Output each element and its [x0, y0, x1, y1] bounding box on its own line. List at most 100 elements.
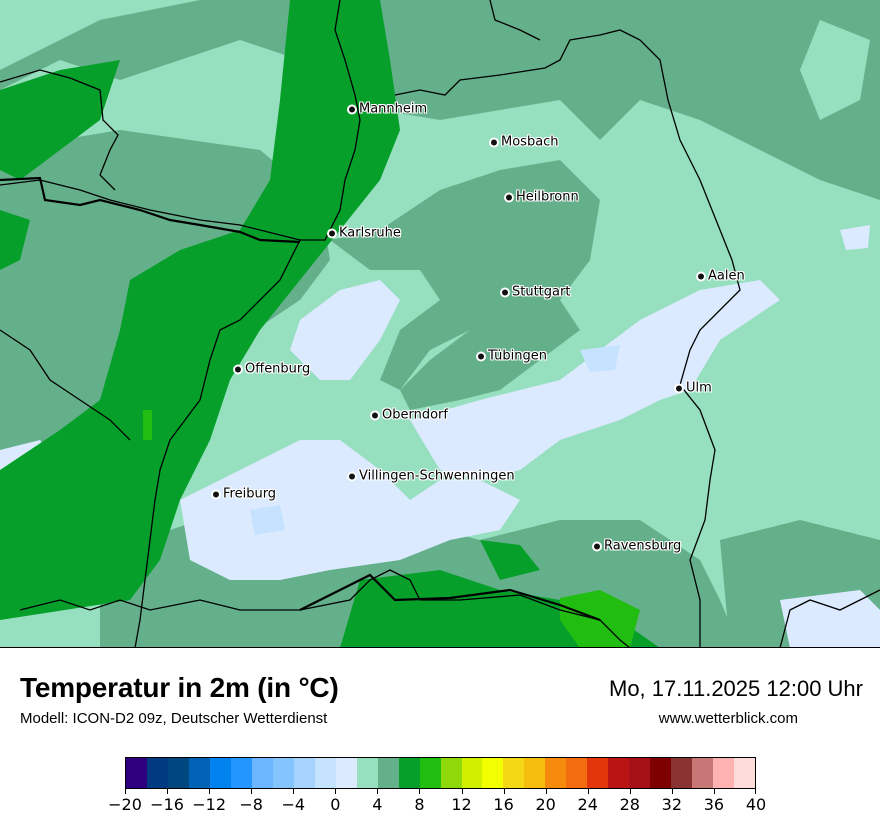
colorbar-tick-label: −8: [239, 795, 263, 814]
colorbar-tick-label: −16: [150, 795, 184, 814]
temperature-map: Mannheim Mosbach Heilbronn Karlsruhe Aal…: [0, 0, 880, 648]
city-marker-mannheim: Mannheim: [349, 102, 427, 117]
colorbar-segment: [650, 758, 672, 788]
colorbar-tick-label: 8: [414, 795, 425, 814]
colorbar-segment: [566, 758, 588, 788]
city-dot-icon: [349, 106, 355, 112]
city-label: Heilbronn: [516, 189, 579, 205]
colorbar-segment: [587, 758, 609, 788]
colorbar-segment: [335, 758, 357, 788]
colorbar-tick: [125, 789, 126, 794]
colorbar-segment: [629, 758, 651, 788]
colorbar-tick: [503, 789, 505, 794]
colorbar-tick-label: −4: [281, 795, 306, 814]
city-marker-aalen: Aalen: [698, 269, 745, 284]
colorbar-segment: [545, 758, 567, 788]
colorbar-segment: [272, 758, 294, 788]
colorbar-tick: [167, 789, 169, 794]
map-canvas: [0, 0, 880, 647]
city-label: Oberndorf: [382, 407, 448, 423]
model-subtitle: Modell: ICON-D2 09z, Deutscher Wetterdie…: [20, 710, 328, 727]
city-label: Mannheim: [359, 101, 428, 117]
website-credit: www.wetterblick.com: [658, 710, 798, 727]
city-dot-icon: [235, 366, 241, 372]
colorbar-segment: [167, 758, 189, 788]
colorbar-tick: [713, 789, 715, 794]
colorbar-segment: [377, 758, 399, 788]
colorbar-segment: [356, 758, 378, 788]
city-dot-icon: [329, 230, 335, 236]
city-dot-icon: [502, 289, 508, 295]
colorbar-segment: [734, 758, 756, 788]
city-marker-karlsruhe: Karlsruhe: [329, 226, 401, 241]
city-label: Karlsruhe: [339, 225, 401, 241]
city-label: Stuttgart: [512, 284, 571, 300]
city-marker-mosbach: Mosbach: [491, 135, 559, 150]
colorbar-segment: [230, 758, 252, 788]
colorbar-tick: [545, 789, 547, 794]
chart-title: Temperatur in 2m (in °C): [20, 672, 339, 703]
city-marker-ravensburg: Ravensburg: [594, 539, 681, 554]
colorbar-segment: [146, 758, 168, 788]
colorbar-segment: [608, 758, 630, 788]
city-dot-icon: [594, 543, 600, 549]
city-dot-icon: [676, 385, 682, 391]
colorbar-tick-label: 32: [661, 795, 683, 814]
colorbar-tick-label: 28: [619, 795, 640, 814]
city-label: Mosbach: [501, 134, 559, 150]
colorbar-tick-label: 12: [451, 795, 472, 814]
colorbar-tick-label: 0: [330, 795, 341, 814]
colorbar-segment: [126, 758, 147, 788]
city-marker-freiburg: Freiburg: [213, 487, 276, 502]
colorbar-segment: [209, 758, 231, 788]
city-marker-tuebingen: Tübingen: [478, 349, 547, 364]
colorbar-segment: [419, 758, 441, 788]
colorbar-tick: [671, 789, 673, 794]
city-label: Tübingen: [488, 348, 547, 364]
city-label: Freiburg: [223, 486, 277, 502]
colorbar-tick-label: −12: [192, 795, 227, 814]
city-dot-icon: [349, 473, 355, 479]
city-marker-villingen-schwenningen: Villingen-Schwenningen: [349, 469, 515, 484]
city-marker-heilbronn: Heilbronn: [506, 190, 579, 205]
colorbar-segment: [692, 758, 714, 788]
colorbar-tick: [335, 789, 337, 794]
colorbar-tick-label: 16: [493, 795, 514, 814]
colorbar-tick-label: 36: [703, 795, 725, 814]
city-label: Aalen: [708, 268, 745, 284]
city-marker-stuttgart: Stuttgart: [502, 285, 570, 300]
city-dot-icon: [478, 353, 484, 359]
colorbar-segment: [482, 758, 504, 788]
colorbar-tick-label: 4: [372, 795, 383, 814]
colorbar-tick: [755, 789, 756, 794]
city-dot-icon: [698, 273, 704, 279]
colorbar-ticks: −20 −16 −12 −8 −4 0 4 8 12 16 20 24 28 32 36 40: [108, 789, 766, 829]
city-label: Ravensburg: [604, 538, 682, 554]
city-marker-oberndorf: Oberndorf: [372, 408, 448, 423]
city-dot-icon: [213, 491, 219, 497]
forecast-datetime: Mo, 17.11.2025 12:00 Uhr: [609, 676, 863, 701]
colorbar-segment: [713, 758, 735, 788]
colorbar-tick: [629, 789, 631, 794]
colorbar-segment: [188, 758, 210, 788]
colorbar-segment: [398, 758, 420, 788]
colorbar-tick-label: 24: [577, 795, 598, 814]
colorbar-segment: [440, 758, 462, 788]
city-label: Ulm: [686, 380, 712, 396]
colorbar-tick: [587, 789, 589, 794]
colorbar-tick: [209, 789, 211, 794]
colorbar-tick-label: 20: [535, 795, 556, 814]
city-label: Offenburg: [245, 361, 311, 377]
colorbar-tick: [377, 789, 379, 794]
colorbar-segment: [524, 758, 546, 788]
colorbar-tick-label: 40: [745, 795, 767, 814]
colorbar-segment: [293, 758, 315, 788]
colorbar-tick-label: −20: [108, 795, 142, 814]
colorbar-tick: [419, 789, 421, 794]
colorbar-segment: [503, 758, 525, 788]
city-marker-offenburg: Offenburg: [235, 362, 310, 377]
colorbar-segment: [251, 758, 273, 788]
colorbar-tick: [293, 789, 295, 794]
colorbar-segment: [461, 758, 483, 788]
city-dot-icon: [491, 139, 497, 145]
